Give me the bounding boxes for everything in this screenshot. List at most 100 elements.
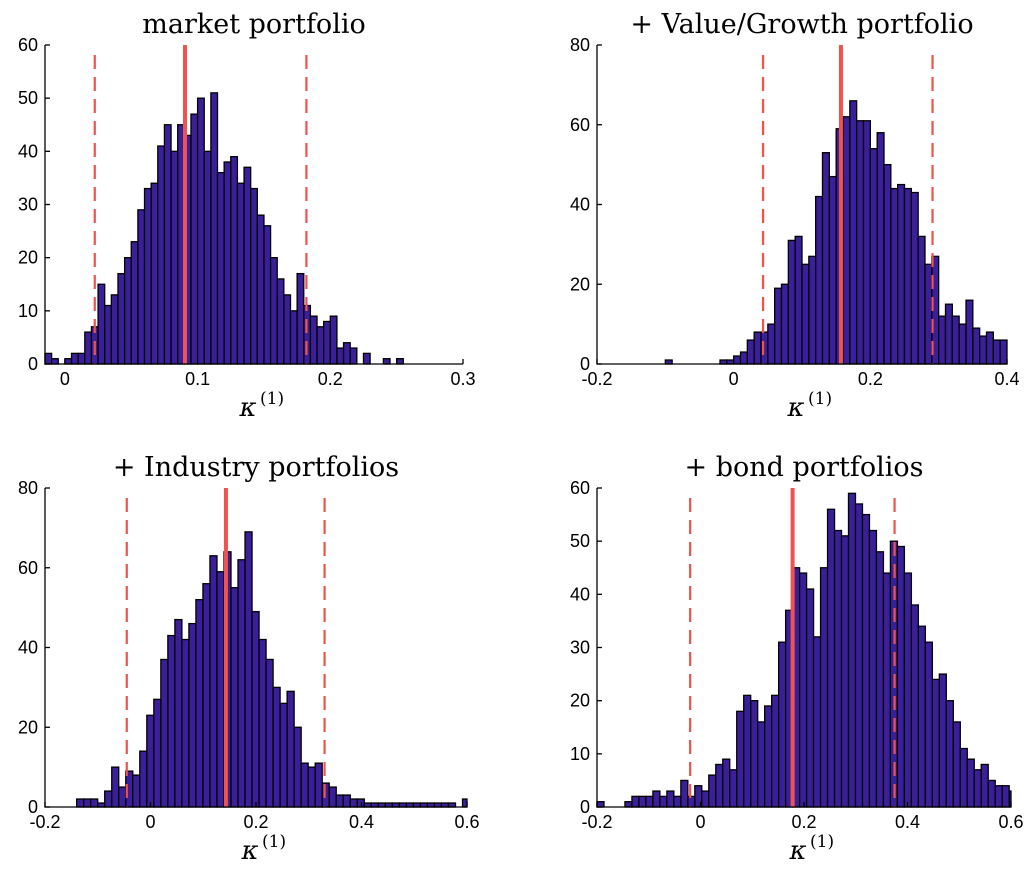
- histogram-bar: [190, 113, 199, 365]
- histogram-bar: [170, 150, 179, 365]
- x-axis-label: κ: [788, 836, 806, 866]
- histogram-bar: [869, 148, 878, 365]
- histogram-bar: [104, 304, 112, 365]
- histogram-bar: [903, 187, 912, 365]
- x-tick-label: -0.2: [581, 369, 612, 389]
- histogram-bar: [951, 315, 960, 365]
- histogram-bar: [882, 572, 892, 808]
- histogram-bar: [237, 559, 246, 808]
- histogram-bar: [680, 779, 689, 808]
- histogram-bar: [631, 795, 640, 808]
- histogram-bar: [251, 610, 260, 808]
- histogram-bar: [303, 304, 312, 365]
- x-tick-label: 0.6: [998, 812, 1023, 832]
- histogram-bar: [652, 790, 661, 808]
- histogram-bar: [321, 782, 330, 808]
- histogram-bar: [153, 698, 162, 808]
- x-tick-label: 0.4: [895, 812, 920, 832]
- histogram-bar: [815, 195, 824, 365]
- histogram-bar: [944, 303, 953, 365]
- chart-title: + Value/Growth portfolio: [630, 9, 973, 40]
- histogram-bar: [137, 209, 146, 365]
- histogram-bar: [157, 145, 166, 365]
- histogram-bar: [118, 786, 127, 808]
- histogram-bar: [349, 347, 358, 365]
- x-axis-label-superscript: (1): [262, 832, 286, 852]
- histogram-bar: [917, 235, 926, 365]
- x-tick-label: 0.1: [185, 369, 210, 389]
- y-tick-label: 80: [570, 35, 590, 55]
- histogram-bar: [269, 257, 278, 365]
- histogram-bar: [130, 241, 139, 365]
- y-tick-label: 50: [18, 88, 38, 108]
- histogram-bar: [461, 798, 468, 808]
- histogram-bar: [924, 641, 933, 808]
- histogram-bar: [272, 686, 281, 808]
- histogram-bar: [757, 721, 766, 808]
- histogram-bar: [638, 795, 647, 808]
- y-tick-label: 20: [18, 248, 38, 268]
- histogram-bar: [395, 358, 404, 365]
- chart-title: + Industry portfolios: [113, 452, 399, 483]
- histogram-bar: [875, 551, 885, 808]
- histogram-bar: [924, 263, 933, 365]
- histogram-bar: [972, 327, 981, 365]
- histogram-bar: [230, 155, 239, 365]
- histogram-bar: [110, 294, 119, 365]
- histogram-bar: [945, 700, 954, 808]
- histogram-bar: [992, 339, 1001, 365]
- histogram-bar: [812, 636, 822, 808]
- x-tick-label: 0: [729, 369, 739, 389]
- histogram-bar: [50, 358, 59, 365]
- y-tick-label: 40: [570, 195, 590, 215]
- histogram-bar: [188, 622, 197, 808]
- histogram-bar: [673, 795, 682, 808]
- histogram-bar: [203, 150, 212, 365]
- histogram-bar: [903, 572, 913, 808]
- histogram-bar: [336, 347, 345, 365]
- histogram-bar: [985, 331, 994, 365]
- histogram-bar: [335, 794, 344, 808]
- histogram-bar: [805, 588, 815, 808]
- histogram-bar: [771, 694, 780, 808]
- histogram-bar: [917, 625, 927, 808]
- histogram-bar: [856, 120, 865, 365]
- histogram-bar: [861, 513, 871, 808]
- histogram-bar: [309, 315, 318, 365]
- y-tick-label: 40: [18, 141, 38, 161]
- histogram-bar: [910, 191, 919, 365]
- histogram-bar: [794, 235, 803, 365]
- histogram-bar: [980, 763, 989, 808]
- histogram-bar: [167, 634, 176, 808]
- histogram-bar: [104, 790, 113, 808]
- histogram-bar: [826, 508, 836, 808]
- histogram-bar: [307, 766, 316, 808]
- histogram-bar: [862, 120, 871, 365]
- histogram-bar: [868, 529, 878, 808]
- x-tick-label: 0: [60, 369, 70, 389]
- histogram-bar: [296, 272, 305, 365]
- histogram-bar: [44, 352, 53, 365]
- histogram-bar: [300, 762, 309, 808]
- histogram-bar: [283, 294, 292, 365]
- histogram-bar: [236, 182, 245, 365]
- histogram-bar: [753, 331, 762, 365]
- histogram-bar: [952, 721, 961, 808]
- histogram-bar: [244, 531, 253, 808]
- histogram-bar: [808, 255, 817, 365]
- histogram-bar: [910, 604, 920, 808]
- x-tick-label: 0.3: [450, 369, 475, 389]
- histogram-bar: [139, 750, 148, 808]
- y-tick-label: 30: [570, 638, 590, 658]
- y-tick-label: 0: [580, 354, 590, 374]
- histogram-bar: [965, 299, 974, 365]
- histogram-bar: [76, 798, 85, 808]
- x-tick-label: 0.6: [454, 812, 479, 832]
- histogram-bar: [819, 567, 829, 808]
- histogram-bar: [90, 798, 99, 808]
- histogram-bar: [314, 762, 323, 808]
- y-tick-label: 30: [18, 195, 38, 215]
- histogram-bar: [764, 705, 773, 808]
- histogram-bar: [174, 618, 183, 808]
